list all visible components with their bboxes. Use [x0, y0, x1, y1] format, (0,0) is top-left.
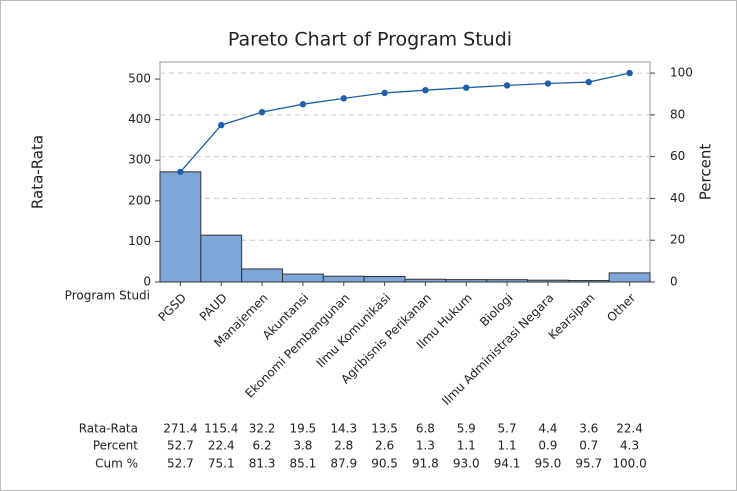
table-cell: 22.4 — [616, 422, 643, 436]
cum-point — [258, 108, 266, 116]
row-label: Rata-Rata — [79, 422, 138, 436]
table-cell: 3.6 — [579, 422, 598, 436]
table-cell: 81.3 — [249, 457, 276, 471]
bar — [363, 276, 406, 283]
table-cell: 5.9 — [457, 422, 476, 436]
table-cell: 95.0 — [535, 457, 562, 471]
table-cell: 91.8 — [412, 457, 439, 471]
table-cell: 90.5 — [371, 457, 398, 471]
table-cell: 6.8 — [416, 422, 435, 436]
y2-tick-label: 0 — [670, 275, 678, 289]
bar — [445, 279, 488, 283]
table-cell: 22.4 — [208, 439, 235, 453]
cum-point — [503, 82, 511, 89]
bar — [200, 234, 243, 283]
cum-point — [544, 80, 552, 87]
y2-axis-label: Percent — [697, 144, 715, 201]
table-cell: 13.5 — [371, 422, 398, 436]
bar — [241, 268, 284, 283]
bar — [322, 275, 365, 283]
cum-point — [422, 87, 429, 94]
table-cell: 271.4 — [163, 422, 197, 436]
cum-point — [177, 168, 184, 176]
table-cell: 3.8 — [293, 439, 312, 453]
cum-point — [381, 89, 388, 97]
y-tick-label: 100 — [128, 234, 151, 248]
table-cell: 2.6 — [375, 439, 394, 453]
bar — [159, 171, 202, 283]
table-cell: 19.5 — [290, 422, 317, 436]
chart-title: Pareto Chart of Program Studi — [228, 29, 512, 51]
table-cell: 1.1 — [457, 439, 476, 453]
cum-point — [463, 84, 470, 91]
bar — [608, 272, 651, 283]
y2-tick-label: 80 — [670, 107, 685, 121]
y-tick-label: 200 — [128, 193, 151, 207]
table-cell: 0.7 — [579, 439, 598, 453]
y2-tick-label: 100 — [670, 66, 693, 80]
table-cell: 4.4 — [538, 422, 557, 436]
table-cell: 94.1 — [494, 457, 521, 471]
table-cell: 100.0 — [612, 457, 646, 471]
cum-point — [218, 121, 225, 129]
cum-point — [626, 69, 633, 77]
table-cell: 52.7 — [167, 439, 194, 453]
table-cell: 52.7 — [167, 457, 194, 471]
y-tick-label: 300 — [128, 153, 151, 167]
y-tick-label: 0 — [143, 275, 151, 289]
bar — [486, 279, 528, 283]
table-cell: 1.3 — [416, 439, 435, 453]
row-label: Percent — [93, 439, 138, 453]
y-axis-label: Rata-Rata — [29, 135, 47, 209]
table-cell: 5.7 — [498, 422, 517, 436]
table-cell: 87.9 — [330, 457, 357, 471]
cum-point — [585, 78, 592, 86]
cum-point — [299, 101, 307, 108]
row-label: Cum % — [95, 457, 138, 471]
y-tick-label: 500 — [128, 72, 151, 86]
bar — [527, 279, 569, 283]
table-cell: 32.2 — [249, 422, 276, 436]
y2-tick-label: 60 — [670, 149, 685, 163]
table-cell: 85.1 — [290, 457, 317, 471]
cum-line — [179, 72, 630, 173]
bar — [282, 273, 324, 283]
y2-tick-label: 40 — [670, 191, 685, 205]
bar — [567, 280, 610, 283]
table-cell: 93.0 — [453, 457, 480, 471]
table-cell: 95.7 — [575, 457, 602, 471]
table-cell: 6.2 — [253, 439, 272, 453]
table-cell: 4.3 — [620, 439, 639, 453]
table-cell: 1.1 — [498, 439, 517, 453]
table-cell: 75.1 — [208, 457, 235, 471]
table-cell: 2.8 — [334, 439, 353, 453]
y2-tick-label: 20 — [670, 233, 685, 247]
table-cell: 0.9 — [538, 439, 557, 453]
y-tick-label: 400 — [128, 112, 151, 126]
table-cell: 115.4 — [204, 422, 238, 436]
cum-point — [340, 95, 347, 102]
x-axis-label: Program Studi — [65, 289, 150, 303]
table-cell: 14.3 — [330, 422, 357, 436]
bar — [404, 278, 447, 283]
